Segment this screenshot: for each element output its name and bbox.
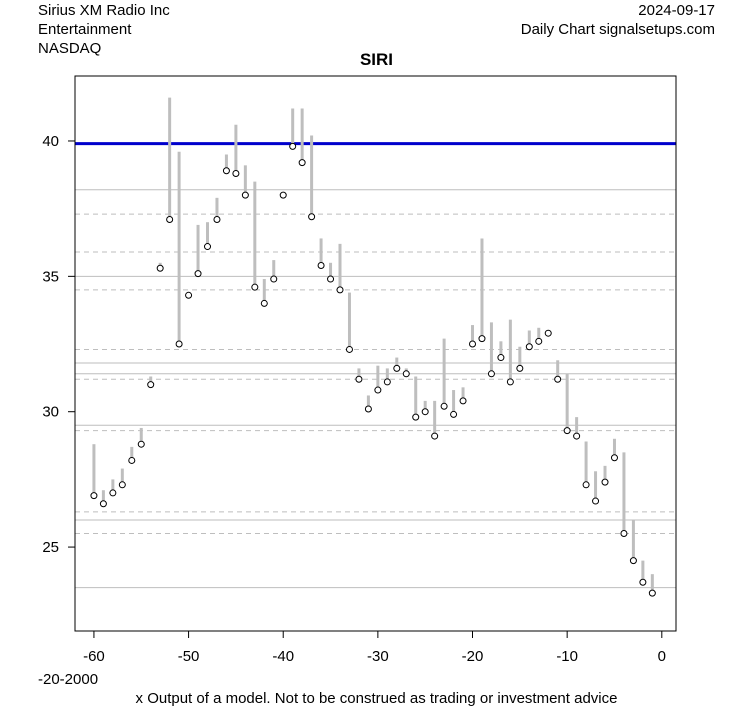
close-point <box>497 354 505 362</box>
close-point <box>525 343 533 351</box>
close-point <box>90 492 98 500</box>
close-point <box>289 142 297 150</box>
y-tick-label: 30 <box>42 404 59 421</box>
close-point <box>601 478 609 486</box>
close-point <box>213 215 221 223</box>
close-point <box>535 337 543 345</box>
close-point <box>421 408 429 416</box>
close-point <box>118 481 126 489</box>
close-point <box>327 275 335 283</box>
close-point <box>260 299 268 307</box>
plot-frame <box>74 75 677 632</box>
close-point <box>582 481 590 489</box>
x-tick-label: -10 <box>556 648 578 665</box>
close-point <box>99 500 107 508</box>
close-point <box>336 286 344 294</box>
close-point <box>412 413 420 421</box>
close-point <box>232 169 240 177</box>
close-point <box>639 578 647 586</box>
close-point <box>629 557 637 565</box>
x-tick-label: -60 <box>83 648 105 665</box>
close-point <box>563 427 571 435</box>
close-point <box>506 378 514 386</box>
close-point <box>450 410 458 418</box>
close-point <box>298 159 306 167</box>
footer-left-note: -20-2000 <box>38 671 99 688</box>
close-point <box>383 378 391 386</box>
close-point <box>487 370 495 378</box>
close-point <box>185 291 193 299</box>
y-tick-label: 35 <box>42 268 59 285</box>
close-point <box>147 381 155 389</box>
close-point <box>402 370 410 378</box>
close-point <box>270 275 278 283</box>
x-tick-label: -40 <box>272 648 294 665</box>
x-tick-label: -50 <box>178 648 200 665</box>
y-tick-label: 25 <box>42 539 59 556</box>
close-point <box>166 215 174 223</box>
close-point <box>610 454 618 462</box>
close-point <box>554 375 562 383</box>
close-point <box>573 432 581 440</box>
close-point <box>204 243 212 251</box>
y-tick-label: 40 <box>42 133 59 150</box>
close-point <box>251 283 259 291</box>
close-point <box>279 191 287 199</box>
close-point <box>308 213 316 221</box>
x-tick-label: 0 <box>658 648 666 665</box>
chart-date: 2024-09-17 <box>638 2 715 19</box>
close-point <box>620 530 628 538</box>
close-point <box>345 345 353 353</box>
disclaimer: x Output of a model. Not to be construed… <box>135 690 618 707</box>
exchange-label: NASDAQ <box>38 40 102 57</box>
close-point <box>440 402 448 410</box>
close-point <box>459 397 467 405</box>
close-point <box>241 191 249 199</box>
close-point <box>648 589 656 597</box>
close-point <box>175 340 183 348</box>
close-point <box>374 386 382 394</box>
close-point <box>478 335 486 343</box>
close-point <box>222 167 230 175</box>
close-point <box>592 497 600 505</box>
close-point <box>156 264 164 272</box>
close-point <box>128 456 136 464</box>
x-tick-label: -30 <box>367 648 389 665</box>
close-point <box>194 270 202 278</box>
company-name: Sirius XM Radio Inc <box>38 2 170 19</box>
close-point <box>109 489 117 497</box>
close-point <box>355 375 363 383</box>
close-point <box>469 340 477 348</box>
close-point <box>137 440 145 448</box>
close-point <box>317 262 325 270</box>
close-point <box>364 405 372 413</box>
chart-title: SIRI <box>359 50 394 69</box>
close-point <box>516 364 524 372</box>
chart-source: Daily Chart signalsetups.com <box>520 21 715 38</box>
x-tick-label: -20 <box>462 648 484 665</box>
close-point <box>393 364 401 372</box>
sector-label: Entertainment <box>38 21 132 38</box>
close-point <box>431 432 439 440</box>
close-point <box>544 329 552 337</box>
